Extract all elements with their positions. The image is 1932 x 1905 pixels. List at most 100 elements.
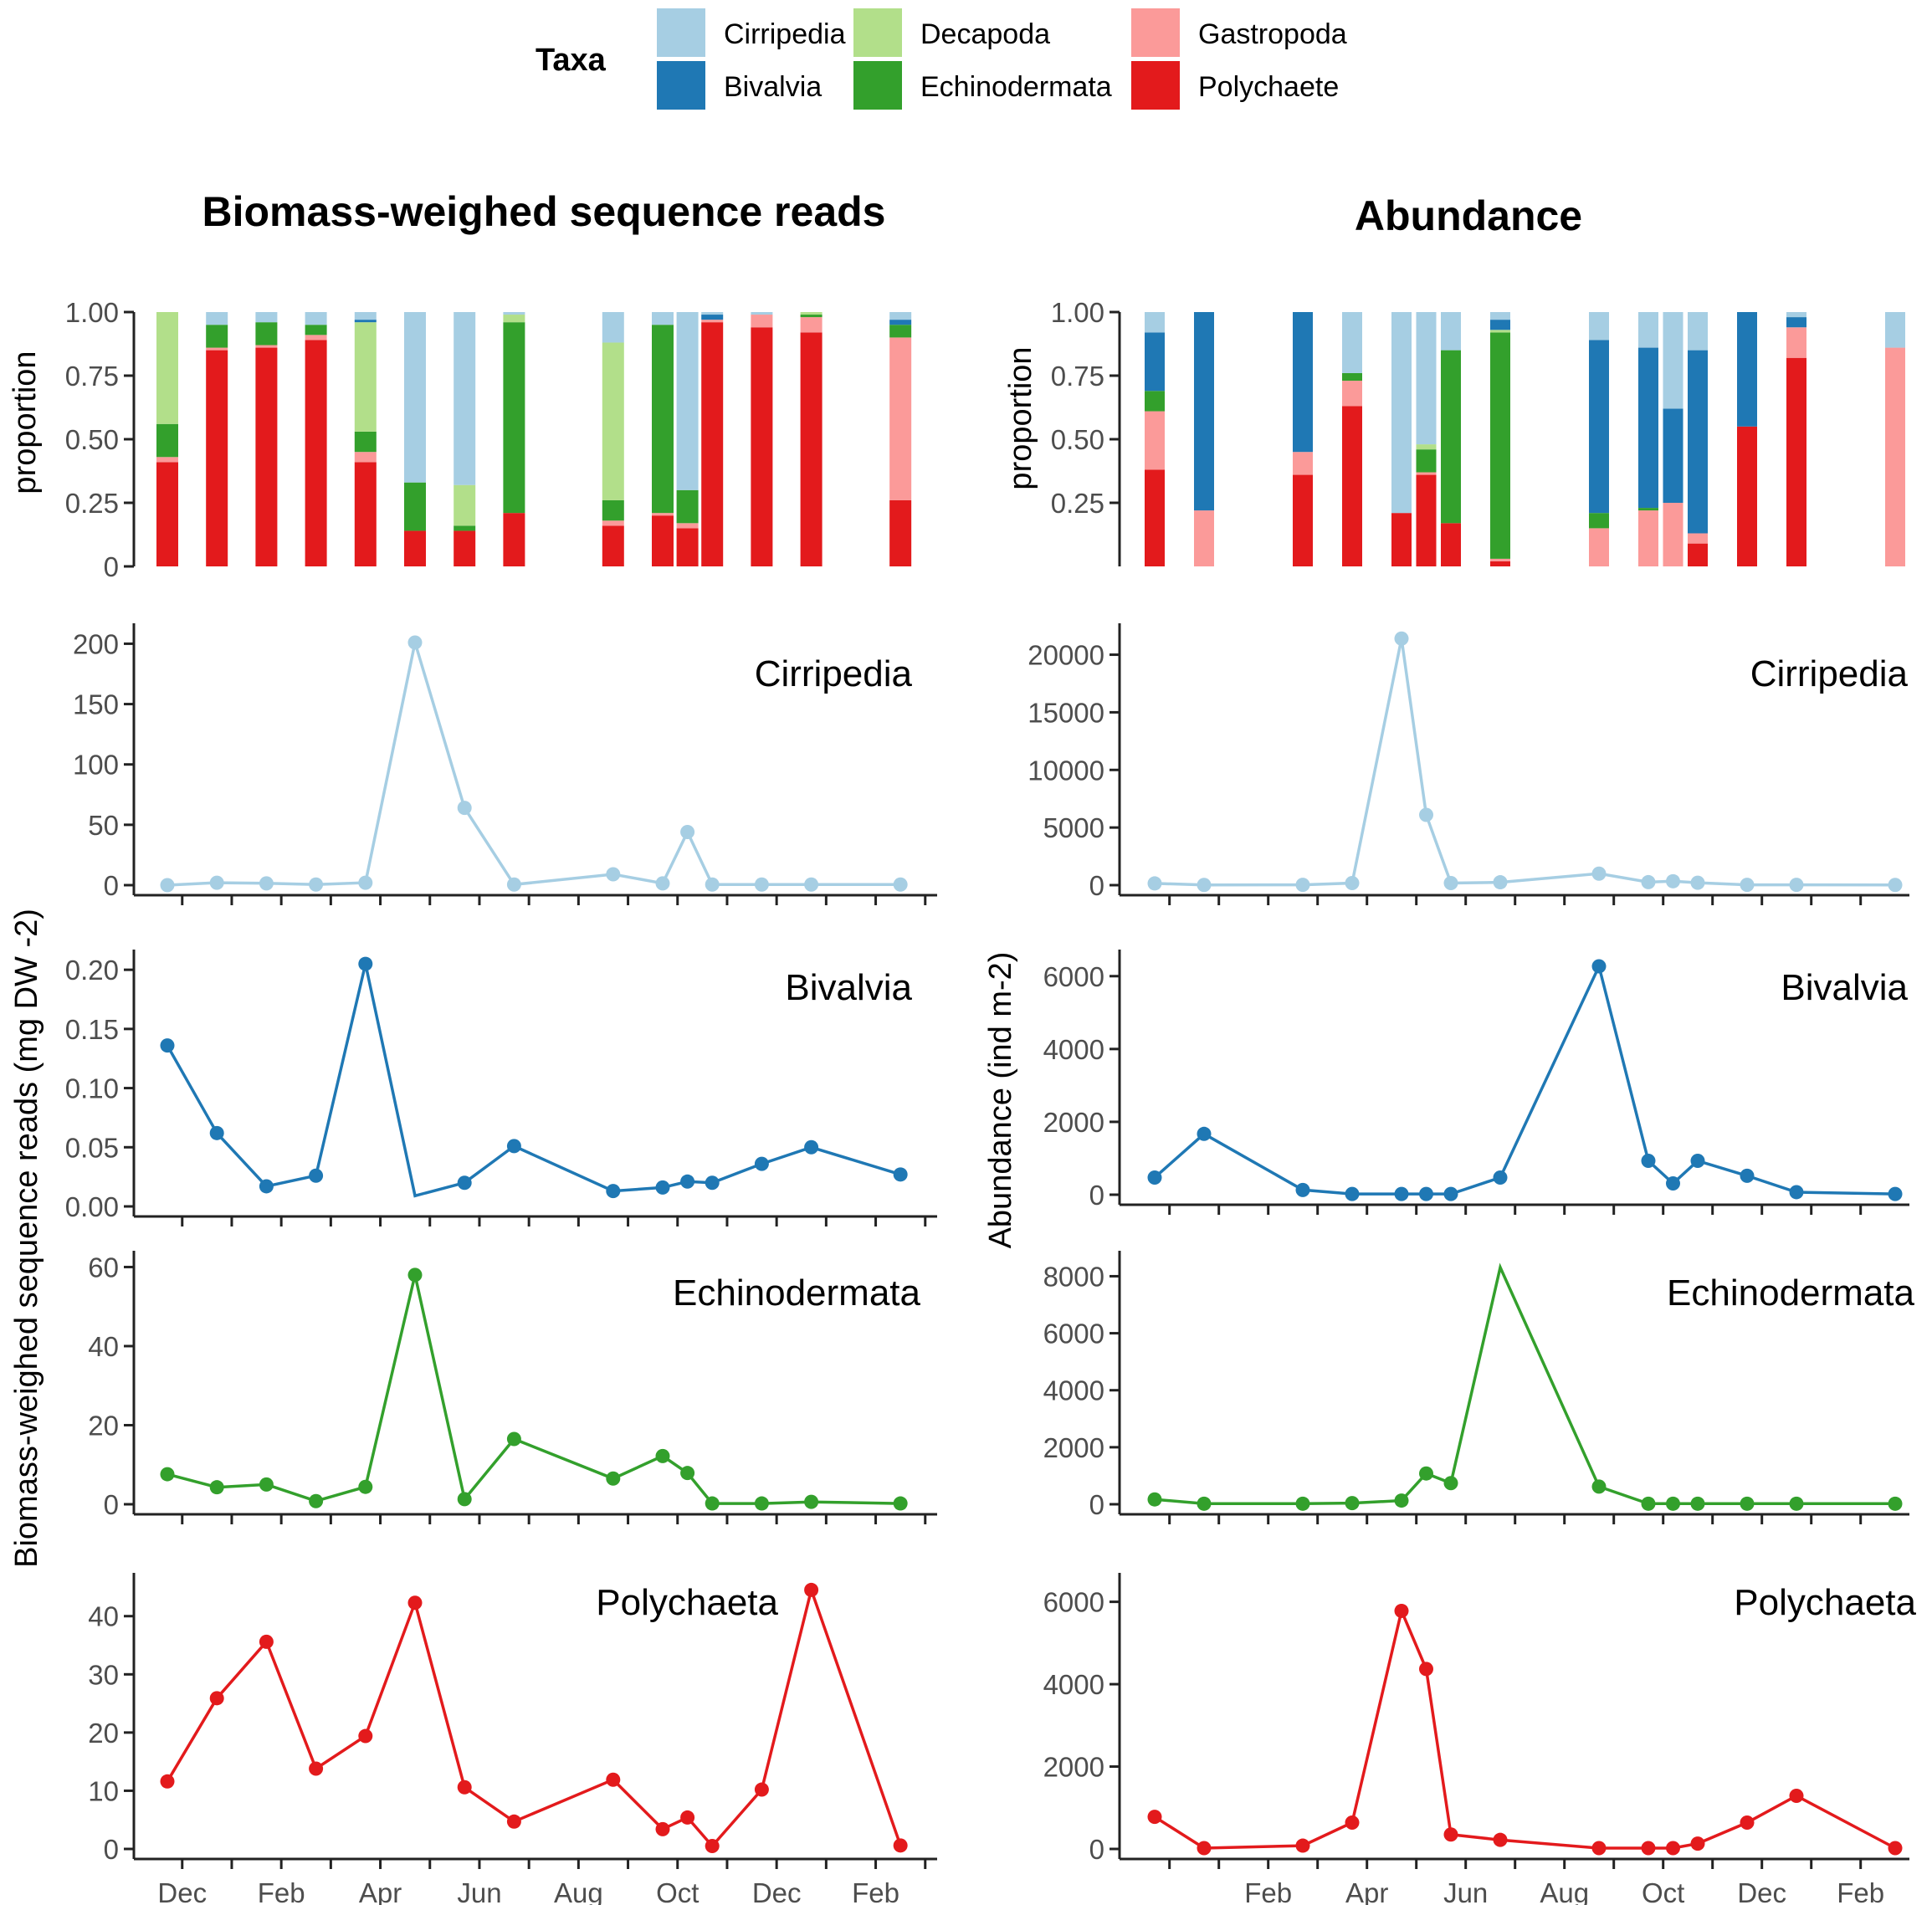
left_bar-bar-9-gastropoda: [652, 513, 674, 516]
right_bivalvia-ytick-label: 0: [1089, 1180, 1104, 1211]
right_bar-bar-12-bivalvia: [1737, 312, 1757, 427]
left_polychaeta-ytick-label: 10: [88, 1775, 119, 1806]
left_cirripedia-point: [606, 867, 621, 882]
left_bivalvia-point: [358, 956, 373, 971]
right_echinodermata-ytick-label: 0: [1089, 1489, 1104, 1520]
right_bivalvia-point: [1443, 1186, 1458, 1201]
left_echinodermata-ytick-label: 40: [88, 1331, 119, 1362]
right_echinodermata-point: [1666, 1496, 1680, 1511]
right_echinodermata-ytick-label: 6000: [1043, 1319, 1104, 1349]
right_bar-bar-6-cirripedia: [1441, 312, 1461, 351]
left_bar-bar-7-polychaete: [503, 513, 525, 566]
right_polychaeta-point: [1419, 1662, 1433, 1677]
right_bar-bar-2-gastropoda: [1293, 452, 1313, 475]
right_polychaeta-point: [1493, 1832, 1508, 1847]
left_bivalvia-point: [309, 1168, 324, 1183]
right_bar-bar-3-gastropoda: [1342, 381, 1362, 407]
left_cirripedia-ytick-label: 150: [73, 689, 119, 720]
left_polychaeta-point: [457, 1780, 472, 1795]
right_cirripedia-point: [1394, 631, 1409, 646]
right_bar-bar-8-bivalvia: [1589, 340, 1609, 514]
right_bar-ytick-label: 1.00: [1051, 297, 1104, 328]
left_bivalvia-ytick-label: 0.10: [65, 1073, 119, 1104]
right_bar-bar-9-cirripedia: [1638, 312, 1658, 348]
right_bar-bar-0-echinodermata: [1145, 391, 1165, 412]
right_bivalvia-point: [1666, 1176, 1680, 1191]
right_bar-bar-11-bivalvia: [1688, 350, 1708, 534]
left_echinodermata-point: [606, 1471, 621, 1486]
left_bar-bar-9-cirripedia: [652, 312, 674, 325]
right_cirripedia-ytick-label: 20000: [1027, 640, 1104, 671]
right_bar-bar-14-cirripedia: [1885, 312, 1905, 348]
left_bar-bar-5-cirripedia: [404, 312, 426, 483]
left_bar-bar-0-polychaete: [156, 462, 178, 566]
left_bar-bar-3-polychaete: [305, 340, 327, 566]
right_bivalvia-ytick-label: 2000: [1043, 1107, 1104, 1138]
right_echinodermata-series-line: [1154, 1262, 1895, 1506]
right_cirripedia-point: [1493, 875, 1508, 890]
left_bar-bar-13-decapoda: [800, 312, 823, 315]
legend-swatch-decapoda: [853, 8, 902, 57]
right_polychaeta-facet-label: Polychaeta: [1734, 1582, 1916, 1623]
right_bivalvia-point: [1493, 1170, 1508, 1186]
right_bar-bar-12-polychaete: [1737, 426, 1757, 566]
right_bar-ytick-label: 0.25: [1051, 488, 1104, 519]
left_cirripedia-point: [680, 825, 695, 840]
left_cirripedia-point: [259, 876, 274, 891]
right_bar-ytick-label: 0.50: [1051, 424, 1104, 455]
left_bar-bar-1-echinodermata: [206, 325, 228, 348]
left_echinodermata-panel: Echinodermata 0 20 40 60: [88, 1251, 937, 1524]
left_bar-bar-9-echinodermata: [652, 325, 674, 514]
left_echinodermata-point: [259, 1477, 274, 1492]
left_cirripedia-point: [506, 877, 521, 892]
right_echinodermata-point: [1443, 1476, 1458, 1491]
left_bar-bar-2-echinodermata: [255, 322, 278, 346]
right_polychaeta-xtick-label: Feb: [1244, 1877, 1292, 1905]
left_bivalvia-ytick-label: 0.20: [65, 955, 119, 986]
left_echinodermata-ytick-label: 0: [104, 1489, 119, 1520]
left_echinodermata-point: [309, 1493, 324, 1508]
right_bar-bar-5-decapoda: [1416, 444, 1437, 450]
left_bar-bar-8-decapoda: [602, 342, 624, 500]
left_cirripedia-point: [457, 801, 472, 816]
right_cirripedia-point: [1295, 878, 1310, 893]
right_echinodermata-point: [1295, 1496, 1310, 1511]
left_bar-bar-11-polychaete: [701, 322, 724, 566]
left_echinodermata-point: [655, 1448, 670, 1463]
right_bivalvia-point: [1295, 1182, 1310, 1197]
right_echinodermata-point: [1591, 1479, 1607, 1494]
left_polychaeta-xtick-label: Feb: [852, 1877, 899, 1905]
right_cirripedia-point: [1641, 874, 1656, 889]
left_bar-bar-5-echinodermata: [404, 482, 426, 531]
left_echinodermata-point: [506, 1431, 521, 1447]
left_polychaeta-point: [358, 1728, 373, 1744]
left_bar-bar-14-gastropoda: [889, 337, 912, 500]
right_bivalvia-point: [1690, 1154, 1705, 1169]
right_polychaeta-xtick-label: Dec: [1737, 1877, 1786, 1905]
left_polychaeta-point: [606, 1772, 621, 1787]
right_polychaeta-xtick-label: Oct: [1642, 1877, 1684, 1905]
left_bar-bar-5-polychaete: [404, 530, 426, 566]
right_bar-bar-8-cirripedia: [1589, 312, 1609, 341]
right-bar-ylabel: proportion: [1003, 346, 1038, 489]
right_bar-bar-5-polychaete: [1416, 474, 1437, 566]
left_echinodermata-ytick-label: 60: [88, 1252, 119, 1283]
right_bar-bar-7-bivalvia: [1490, 320, 1510, 330]
left_bar-bar-8-polychaete: [602, 525, 624, 566]
left_echinodermata-point: [705, 1496, 720, 1511]
left_polychaeta-ytick-label: 0: [104, 1834, 119, 1865]
right_polychaeta-point: [1641, 1841, 1656, 1856]
left_polychaeta-facet-label: Polychaeta: [596, 1582, 778, 1623]
left_bar-bar-2-cirripedia: [255, 312, 278, 323]
right_cirripedia-ytick-label: 10000: [1027, 755, 1104, 786]
right_cirripedia-ytick-label: 15000: [1027, 697, 1104, 728]
right_cirripedia-point: [1789, 878, 1804, 893]
left_polychaeta-point: [754, 1782, 769, 1797]
left_polychaeta-point: [655, 1821, 670, 1836]
left_polychaeta-point: [309, 1761, 324, 1776]
right_polychaeta-ytick-label: 4000: [1043, 1669, 1104, 1700]
left_bivalvia-point: [804, 1139, 819, 1155]
left_bivalvia-point: [457, 1175, 472, 1191]
right_cirripedia-point: [1740, 878, 1755, 893]
